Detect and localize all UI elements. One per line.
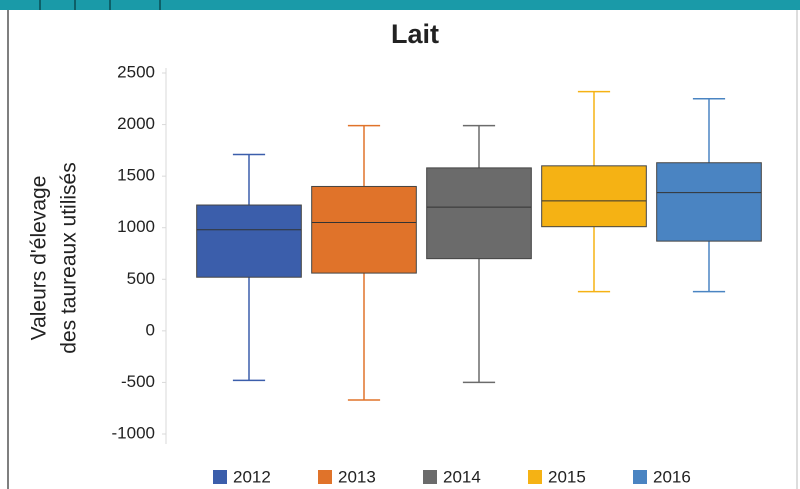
legend-swatch <box>318 470 332 484</box>
box <box>196 204 302 278</box>
y-tick-label: -1000 <box>112 423 155 442</box>
y-tick-label: -500 <box>121 372 155 391</box>
legend-label: 2012 <box>233 467 271 486</box>
box <box>541 165 647 228</box>
box <box>426 167 532 260</box>
legend-label: 2015 <box>548 467 586 486</box>
y-tick-label: 500 <box>127 269 155 288</box>
top-bar <box>0 0 800 10</box>
legend-swatch <box>528 470 542 484</box>
legend-swatch <box>423 470 437 484</box>
chart-title: Lait <box>391 19 439 49</box>
legend-swatch <box>633 470 647 484</box>
legend-label: 2016 <box>653 467 691 486</box>
legend-label: 2014 <box>443 467 481 486</box>
box <box>656 162 762 242</box>
y-tick-label: 1500 <box>117 166 155 185</box>
y-axis-label: Valeurs d'élevage <box>28 176 51 341</box>
y-tick-label: 1000 <box>117 217 155 236</box>
legend-label: 2013 <box>338 467 376 486</box>
y-tick-label: 0 <box>146 320 155 339</box>
box <box>311 185 417 274</box>
y-tick-label: 2500 <box>117 62 155 81</box>
y-axis-label: des taureaux utilisés <box>58 162 81 353</box>
legend-swatch <box>213 470 227 484</box>
y-tick-label: 2000 <box>117 114 155 133</box>
